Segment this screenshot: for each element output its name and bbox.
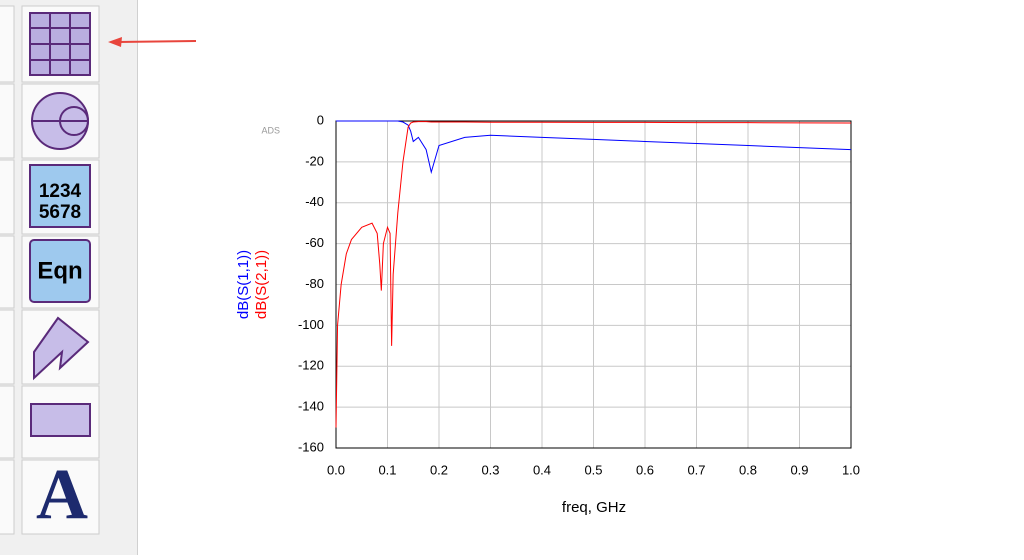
x-tick-label: 0.9 [790,462,808,477]
button[interactable] [0,83,15,159]
y-tick-label: -60 [305,235,324,250]
x-tick-label: 0.6 [636,462,654,477]
x-tick-label: 0.3 [481,462,499,477]
x-tick-label: 0.0 [327,462,345,477]
icon-text: 1234 [39,181,82,202]
y-tick-label: 0 [317,112,324,127]
arrow [108,37,197,47]
rect-icon [30,403,91,437]
x-tick-label: 0.5 [584,462,602,477]
plot-frame [335,120,852,449]
polygon-icon [33,316,90,381]
x-tick-label: 0.8 [739,462,757,477]
x-tick-label: 0.4 [533,462,551,477]
button[interactable] [0,459,15,535]
x-tick-label: 0.1 [378,462,396,477]
button[interactable] [0,309,15,385]
eqn-icon [29,239,91,303]
palette: 1234 5678 Eqn A [0,5,100,535]
x-axis-label: freq, GHz [562,499,626,516]
y-tick-label: -80 [305,276,324,291]
y-tick-label: -40 [305,194,324,209]
x-tick-label: 0.7 [687,462,705,477]
button-text[interactable] [21,459,100,535]
smith-icon [31,92,89,150]
button[interactable] [0,5,15,83]
annotation: ADS [261,125,280,135]
x-tick-label: 0.2 [430,462,448,477]
grid-icon [29,12,91,76]
icon-text: A [36,455,88,535]
y-tick-label: -20 [305,153,324,168]
x-tick-label: 1.0 [842,462,860,477]
y-tick-label: -120 [298,358,324,373]
button[interactable] [0,235,15,309]
series-line [335,121,852,428]
y-axis-label: dB(S(1,1)) [235,250,252,319]
y-tick-label: -140 [298,399,324,414]
icon-text: 5678 [39,202,81,223]
icon-text: Eqn [37,257,82,284]
y-tick-label: -160 [298,439,324,454]
button[interactable] [0,385,15,459]
button[interactable] [0,159,15,235]
y-tick-label: -100 [298,317,324,332]
table-icon [29,164,91,228]
y-axis-label: dB(S(2,1)) [253,250,270,319]
series-line [336,120,852,175]
